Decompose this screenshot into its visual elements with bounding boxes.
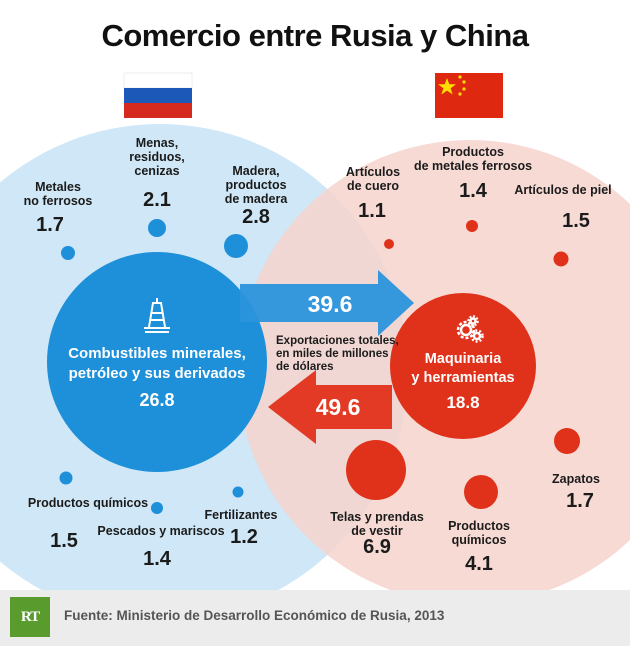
dot-articulos-piel xyxy=(553,251,569,267)
value-madera: 2.8 xyxy=(242,206,270,228)
value-metales-ferrosos: 1.4 xyxy=(459,180,487,202)
dot-pescados xyxy=(151,502,163,514)
label-pescados: Pescados y mariscos xyxy=(97,524,225,538)
dot-telas xyxy=(346,440,406,500)
flow-china-to-russia-value: 49.6 xyxy=(315,394,361,420)
russia-flag xyxy=(123,72,193,118)
label-telas: Telas y prendas de vestir xyxy=(330,510,424,538)
label-madera: Madera, productos de madera xyxy=(224,164,288,206)
flows-explanation: Exportaciones totales, en miles de millo… xyxy=(276,335,399,373)
flow-russia-to-china-value: 39.6 xyxy=(307,291,353,317)
label-metales-no-ferrosos: Metales no ferrosos xyxy=(23,180,93,208)
label-menas: Menas, residuos, cenizas xyxy=(129,136,185,178)
arrow-china-to-russia xyxy=(268,370,392,444)
dot-metales-no-ferrosos xyxy=(61,246,75,260)
value-telas: 6.9 xyxy=(363,536,391,558)
russia-center-label: Combustibles minerales, petróleo y sus d… xyxy=(68,345,246,382)
oil-rig-icon xyxy=(144,298,170,333)
label-articulos-piel: Artículos de piel xyxy=(514,183,612,197)
china-center-label: Maquinaria y herramientas xyxy=(411,351,515,386)
dot-fertilizantes xyxy=(232,486,244,498)
dot-madera xyxy=(224,234,248,258)
value-metales-no-ferrosos: 1.7 xyxy=(36,214,64,236)
label-fertilizantes: Fertilizantes xyxy=(204,508,278,522)
china-center-value: 18.8 xyxy=(446,393,480,412)
label-productos-quimicos-cn: Productos químicos xyxy=(448,519,510,547)
label-metales-ferrosos: Productos de metales ferrosos xyxy=(413,145,533,173)
rt-logo: RT xyxy=(10,597,50,637)
dot-articulos-cuero xyxy=(384,239,394,249)
label-productos-quimicos: Productos químicos xyxy=(27,496,149,510)
value-productos-quimicos-cn: 4.1 xyxy=(465,553,493,575)
page-title: Comercio entre Rusia y China xyxy=(101,18,529,53)
source-text: Fuente: Ministerio de Desarrollo Económi… xyxy=(64,608,445,623)
value-articulos-piel: 1.5 xyxy=(562,210,590,232)
russia-center-value: 26.8 xyxy=(139,390,175,410)
russia-center-circle xyxy=(47,252,267,472)
dot-menas xyxy=(148,219,166,237)
china-flag xyxy=(435,73,503,118)
value-menas: 2.1 xyxy=(143,189,171,211)
label-zapatos: Zapatos xyxy=(552,472,600,486)
footer-bar xyxy=(0,590,630,646)
label-articulos-cuero: Artículos de cuero xyxy=(345,165,401,193)
dot-productos-quimicos xyxy=(59,471,73,485)
dot-zapatos xyxy=(554,428,580,454)
dot-productos-quimicos-cn xyxy=(464,475,498,509)
dot-metales-ferrosos xyxy=(466,220,478,232)
gears-icon xyxy=(456,315,484,343)
value-pescados: 1.4 xyxy=(143,548,171,570)
china-center-circle xyxy=(390,293,536,439)
value-zapatos: 1.7 xyxy=(566,490,594,512)
value-fertilizantes: 1.2 xyxy=(230,526,258,548)
value-productos-quimicos: 1.5 xyxy=(50,530,78,552)
value-articulos-cuero: 1.1 xyxy=(358,200,386,222)
arrow-russia-to-china xyxy=(240,270,414,336)
